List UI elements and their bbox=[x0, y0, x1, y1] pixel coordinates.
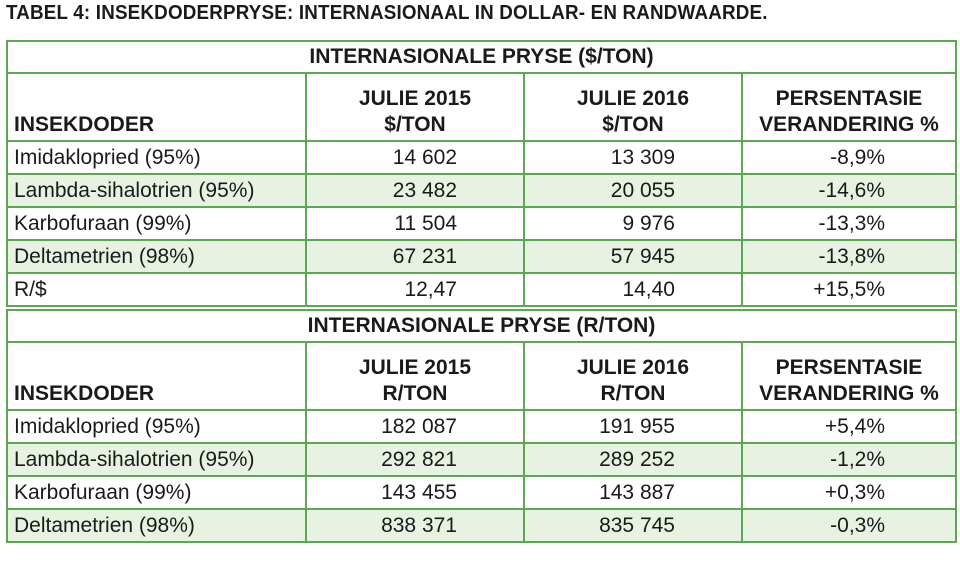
header-insekdoder: INSEKDODER bbox=[6, 72, 307, 142]
header-persentasie-line1: PERSENTASIE bbox=[775, 87, 923, 110]
row-value-2015: 292 821 bbox=[305, 442, 525, 477]
row-value-2016: 14,40 bbox=[523, 272, 743, 307]
row-name: Imidaklopried (95%) bbox=[6, 409, 307, 444]
header-julie-2016-unit: $/TON bbox=[602, 113, 664, 136]
page-title: TABEL 4: INSEKDODERPRYSE: INTERNASIONAAL… bbox=[6, 2, 768, 24]
header-persentasie-line2: VERANDERING % bbox=[759, 382, 939, 405]
row-name: Deltametrien (98%) bbox=[6, 508, 307, 543]
row-value-2016: 143 887 bbox=[523, 475, 743, 510]
header-julie-2015-unit: $/TON bbox=[384, 113, 446, 136]
usd-price-table: INTERNASIONALE PRYSE ($/TON) INSEKDODER … bbox=[5, 40, 958, 307]
row-change: -14,6% bbox=[740, 173, 958, 208]
row-value-2016: 13 309 bbox=[523, 140, 743, 175]
header-persentasie-line1: PERSENTASIE bbox=[775, 356, 923, 379]
row-value-2016: 9 976 bbox=[523, 206, 743, 241]
row-value-2016: 835 745 bbox=[523, 508, 743, 543]
header-julie-2016-line1: JULIE 2016 bbox=[576, 356, 690, 379]
row-change: +15,5% bbox=[740, 272, 958, 307]
header-persentasie-line2: VERANDERING % bbox=[759, 113, 939, 136]
table-row: Imidaklopried (95%) 182 087 191 955 +5,4… bbox=[6, 409, 958, 444]
row-value-2016: 191 955 bbox=[523, 409, 743, 444]
row-value-2015: 23 482 bbox=[305, 173, 525, 208]
row-value-2015: 143 455 bbox=[305, 475, 525, 510]
table-row: R/$ 12,47 14,40 +15,5% bbox=[6, 272, 958, 307]
header-julie-2015-line1: JULIE 2015 bbox=[358, 356, 472, 379]
row-change: -8,9% bbox=[740, 140, 958, 175]
row-name: Karbofuraan (99%) bbox=[6, 206, 307, 241]
table-row: Lambda-sihalotrien (95%) 292 821 289 252… bbox=[6, 442, 958, 477]
table-row: Karbofuraan (99%) 11 504 9 976 -13,3% bbox=[6, 206, 958, 241]
table-row: Imidaklopried (95%) 14 602 13 309 -8,9% bbox=[6, 140, 958, 175]
row-value-2015: 838 371 bbox=[305, 508, 525, 543]
row-value-2016: 20 055 bbox=[523, 173, 743, 208]
row-value-2016: 57 945 bbox=[523, 239, 743, 274]
table-row: Karbofuraan (99%) 143 455 143 887 +0,3% bbox=[6, 475, 958, 510]
header-julie-2016: JULIE 2016 $/TON bbox=[523, 72, 743, 142]
row-value-2016: 289 252 bbox=[523, 442, 743, 477]
header-persentasie: PERSENTASIE VERANDERING % bbox=[740, 341, 958, 411]
section-heading: INTERNASIONALE PRYSE (R/TON) bbox=[5, 309, 958, 343]
header-julie-2015-unit: R/TON bbox=[382, 382, 448, 405]
header-julie-2015: JULIE 2015 $/TON bbox=[305, 72, 525, 142]
header-julie-2015: JULIE 2015 R/TON bbox=[305, 341, 525, 411]
row-value-2015: 14 602 bbox=[305, 140, 525, 175]
table-row: Lambda-sihalotrien (95%) 23 482 20 055 -… bbox=[6, 173, 958, 208]
header-insekdoder: INSEKDODER bbox=[6, 341, 307, 411]
row-value-2015: 11 504 bbox=[305, 206, 525, 241]
row-name: Lambda-sihalotrien (95%) bbox=[6, 173, 307, 208]
section-heading-row: INTERNASIONALE PRYSE (R/TON) bbox=[5, 309, 958, 343]
section-heading: INTERNASIONALE PRYSE ($/TON) bbox=[5, 40, 958, 74]
header-julie-2016-unit: R/TON bbox=[600, 382, 666, 405]
header-persentasie: PERSENTASIE VERANDERING % bbox=[740, 72, 958, 142]
header-row: INSEKDODER JULIE 2015 $/TON JULIE 2016 $… bbox=[6, 72, 958, 142]
row-name: R/$ bbox=[6, 272, 307, 307]
row-value-2015: 182 087 bbox=[305, 409, 525, 444]
header-row: INSEKDODER JULIE 2015 R/TON JULIE 2016 R… bbox=[6, 341, 958, 411]
row-change: -13,8% bbox=[740, 239, 958, 274]
row-name: Lambda-sihalotrien (95%) bbox=[6, 442, 307, 477]
row-value-2015: 67 231 bbox=[305, 239, 525, 274]
row-name: Karbofuraan (99%) bbox=[6, 475, 307, 510]
header-julie-2016: JULIE 2016 R/TON bbox=[523, 341, 743, 411]
table-row: Deltametrien (98%) 838 371 835 745 -0,3% bbox=[6, 508, 958, 543]
row-change: -13,3% bbox=[740, 206, 958, 241]
row-change: -0,3% bbox=[740, 508, 958, 543]
row-change: +0,3% bbox=[740, 475, 958, 510]
row-change: -1,2% bbox=[740, 442, 958, 477]
row-value-2015: 12,47 bbox=[305, 272, 525, 307]
row-change: +5,4% bbox=[740, 409, 958, 444]
row-name: Imidaklopried (95%) bbox=[6, 140, 307, 175]
header-julie-2015-line1: JULIE 2015 bbox=[358, 87, 472, 110]
zar-price-table: INTERNASIONALE PRYSE (R/TON) INSEKDODER … bbox=[5, 309, 958, 543]
header-julie-2016-line1: JULIE 2016 bbox=[576, 87, 690, 110]
table-row: Deltametrien (98%) 67 231 57 945 -13,8% bbox=[6, 239, 958, 274]
row-name: Deltametrien (98%) bbox=[6, 239, 307, 274]
section-heading-row: INTERNASIONALE PRYSE ($/TON) bbox=[5, 40, 958, 74]
